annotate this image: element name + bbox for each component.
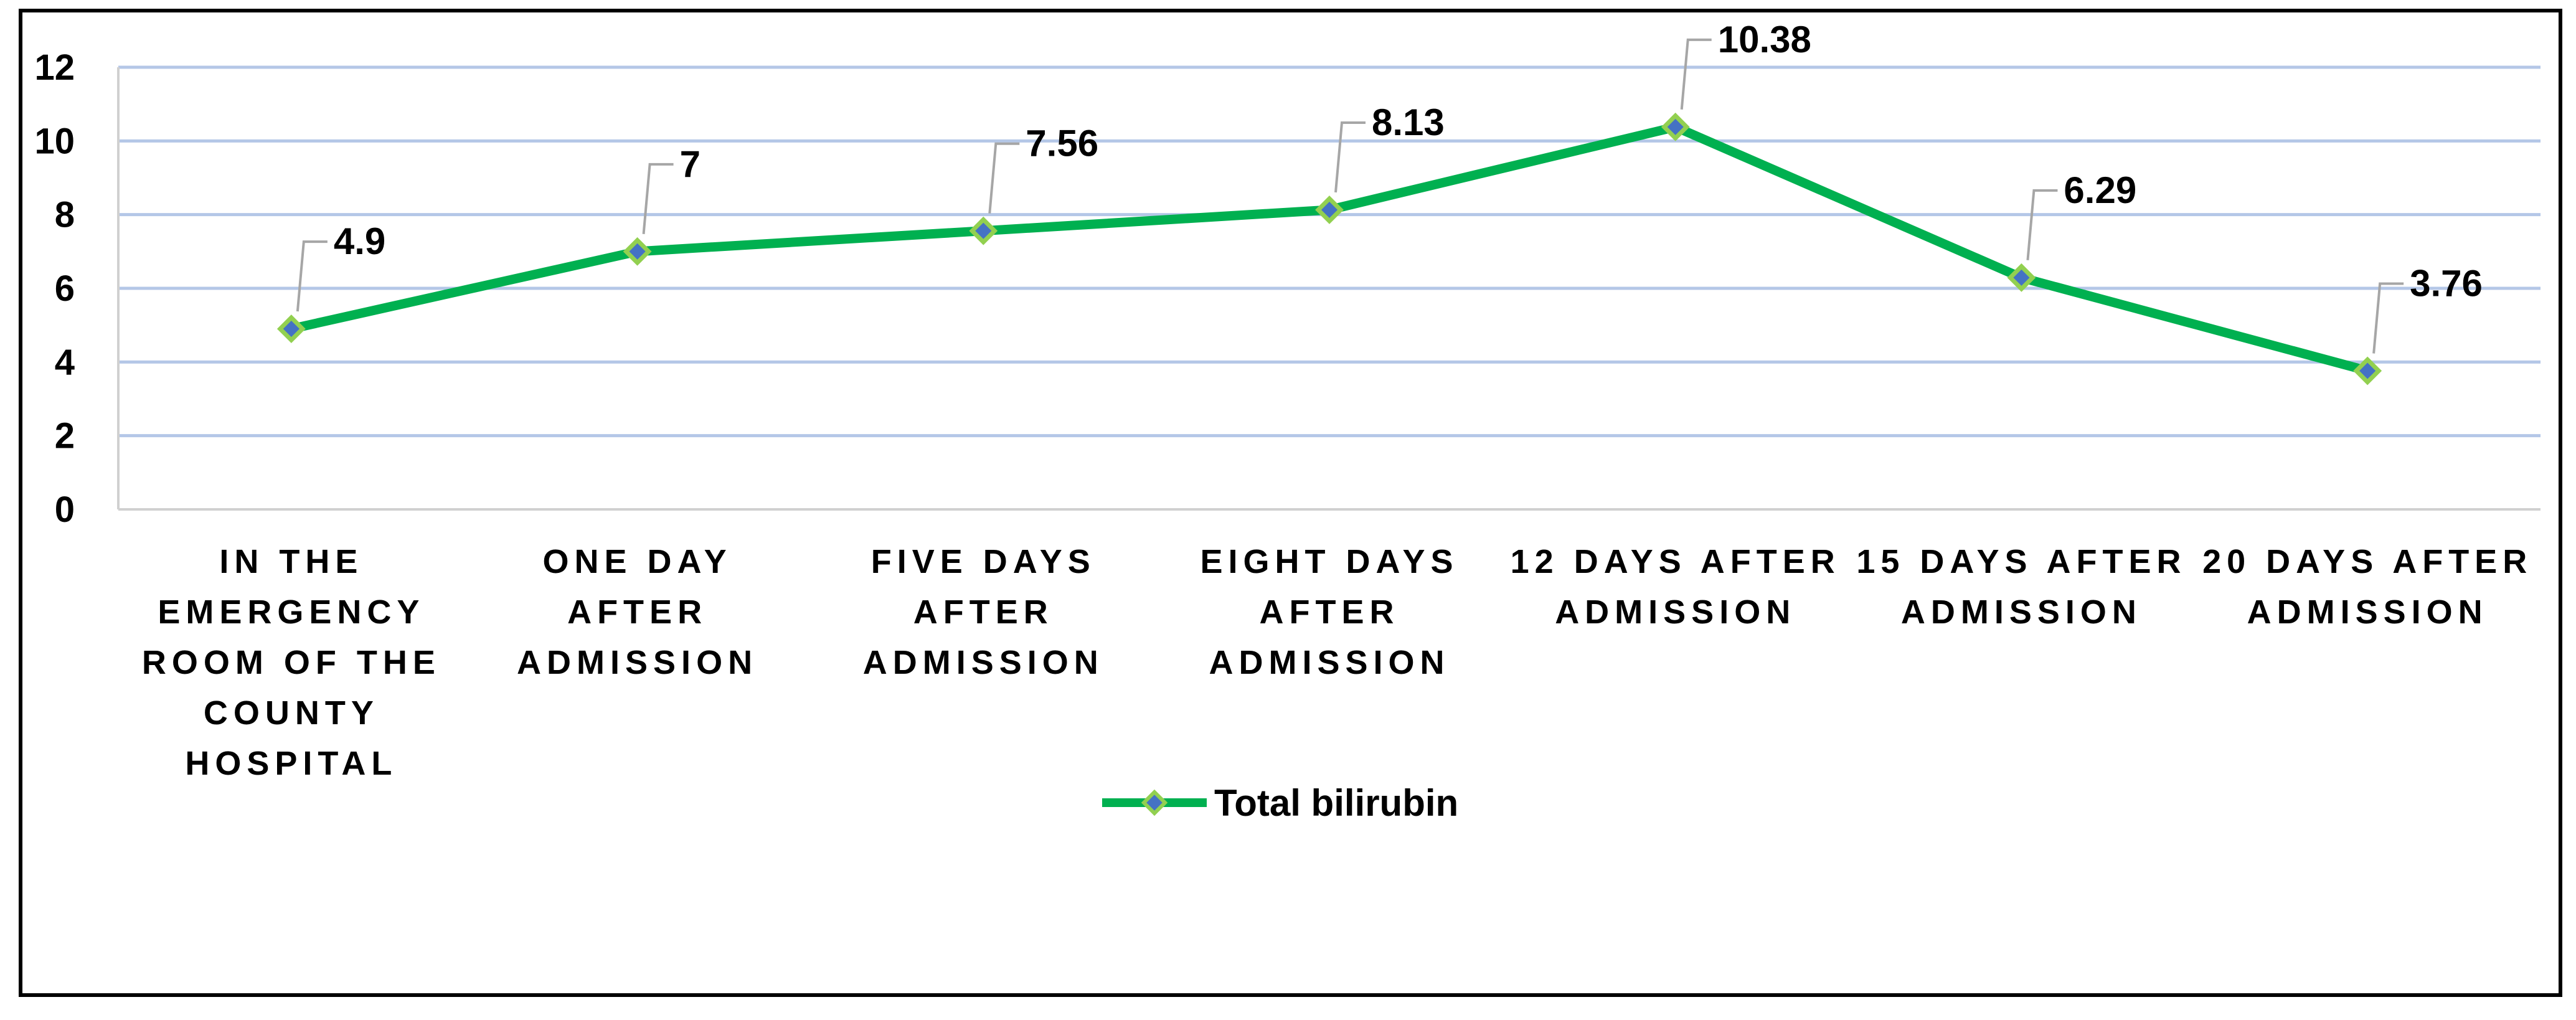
x-category-label-2-line-1: ONE DAY	[543, 543, 732, 580]
leader-line-7	[2372, 282, 2404, 354]
x-category-label-2-line-3: ADMISSION	[517, 644, 758, 681]
leader-line-6	[2026, 189, 2058, 261]
data-label-4: 8.13	[1372, 102, 1445, 143]
data-label-5: 10.38	[1718, 19, 1811, 60]
x-category-label-1-line-5: HOSPITAL	[185, 745, 397, 782]
x-category-label-7-line-2: ADMISSION	[2247, 593, 2488, 631]
data-point-marker-2	[623, 237, 652, 266]
x-category-label-3-line-1: FIVE DAYS	[871, 543, 1096, 580]
x-category-label-4-line-3: ADMISSION	[1209, 644, 1450, 681]
x-category-label-1-line-4: COUNTY	[204, 694, 379, 732]
x-axis-category-labels: IN THE EMERGENCY ROOM OF THE COUNTY HOSPITAL…	[142, 543, 2532, 782]
legend-label-total-bilirubin: Total bilirubin	[1214, 782, 1458, 824]
y-axis-tick-labels: 0 2 4 6 8 10 12	[34, 47, 75, 530]
data-point-marker-1	[276, 314, 306, 344]
x-category-label-6-line-2: ADMISSION	[1901, 593, 2142, 631]
series-total-bilirubin	[286, 122, 2372, 376]
leader-line-3	[988, 142, 1020, 214]
x-category-label-1-line-3: ROOM OF THE	[142, 644, 441, 681]
x-category-label-2-line-2: AFTER	[567, 593, 707, 631]
x-category-label-1-line-1: IN THE	[219, 543, 363, 580]
data-point-marker-5	[1661, 112, 1690, 141]
data-point-marker-4	[1315, 196, 1344, 224]
x-category-label-6-line-1: 15 DAYS AFTER	[1856, 543, 2186, 580]
data-label-leader-lines	[296, 38, 2404, 354]
y-tick-label-0: 0	[55, 489, 75, 530]
data-label-6: 6.29	[2064, 169, 2136, 211]
x-category-label-5-line-2: ADMISSION	[1555, 593, 1796, 631]
data-label-3: 7.56	[1026, 123, 1098, 164]
x-category-label-5-line-1: 12 DAYS AFTER	[1511, 543, 1841, 580]
y-tick-label-4: 4	[55, 342, 75, 382]
data-point-marker-7	[2353, 356, 2382, 385]
data-label-7: 3.76	[2410, 263, 2483, 305]
leader-line-1	[296, 240, 328, 312]
data-labels: 4.9 7 7.56 8.13 10.38 6.29 3.76	[334, 19, 2483, 305]
y-tick-label-12: 12	[34, 47, 75, 88]
data-point-marker-3	[969, 216, 998, 245]
axes	[117, 67, 2541, 511]
series-line-total-bilirubin	[286, 122, 2372, 376]
leader-line-4	[1334, 121, 1366, 193]
gridlines	[118, 65, 2541, 438]
legend-marker-swatch	[1141, 789, 1168, 816]
x-category-label-1-line-2: EMERGENCY	[158, 593, 425, 631]
y-tick-label-8: 8	[55, 195, 75, 235]
x-category-label-4-line-1: EIGHT DAYS	[1200, 543, 1458, 580]
data-point-marker-6	[2007, 263, 2036, 292]
y-tick-label-10: 10	[34, 121, 75, 161]
x-category-label-7-line-1: 20 DAYS AFTER	[2202, 543, 2532, 580]
data-label-1: 4.9	[334, 220, 385, 262]
legend: Total bilirubin	[1102, 782, 1458, 824]
leader-line-5	[1680, 38, 1712, 110]
x-category-label-4-line-2: AFTER	[1260, 593, 1400, 631]
series-markers	[276, 112, 2382, 385]
chart-frame	[19, 9, 2562, 997]
leader-line-2	[642, 163, 674, 235]
y-tick-label-6: 6	[55, 268, 75, 309]
y-tick-label-2: 2	[55, 416, 75, 456]
x-category-label-3-line-3: ADMISSION	[863, 644, 1104, 681]
x-category-label-3-line-2: AFTER	[913, 593, 1054, 631]
data-label-2: 7	[680, 143, 701, 185]
